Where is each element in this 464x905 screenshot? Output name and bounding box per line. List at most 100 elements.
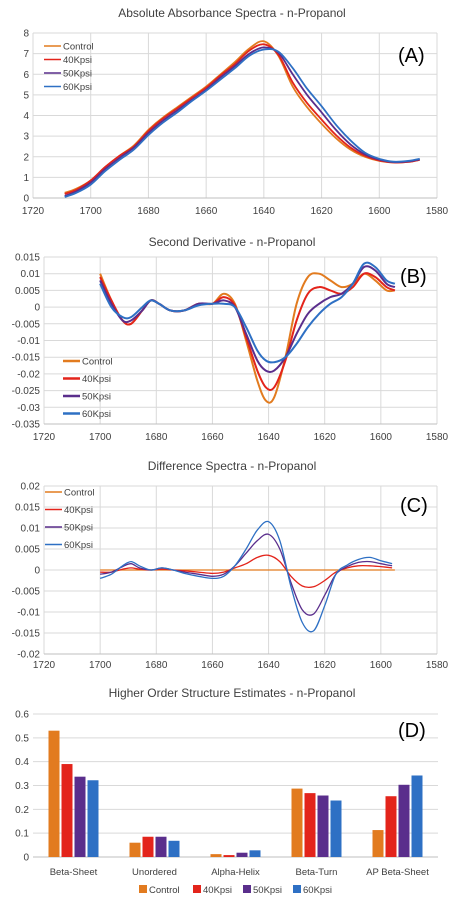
x-tick-label: 1580 bbox=[426, 206, 449, 217]
bar bbox=[142, 836, 154, 857]
series-line bbox=[99, 533, 393, 616]
y-tick-label: 4 bbox=[23, 111, 29, 122]
chart-title: Second Derivative - n-Propanol bbox=[149, 235, 316, 249]
y-tick-label: 0.005 bbox=[15, 545, 40, 556]
bar bbox=[304, 793, 316, 857]
x-tick-label: 1600 bbox=[368, 206, 391, 217]
bar bbox=[291, 788, 303, 857]
panel-label: (A) bbox=[398, 45, 425, 67]
bar bbox=[168, 840, 180, 857]
y-tick-label: 6 bbox=[23, 70, 29, 81]
y-tick-label: 0.6 bbox=[15, 710, 29, 721]
y-tick-label: -0.005 bbox=[12, 319, 41, 330]
x-tick-label: 1660 bbox=[195, 206, 218, 217]
legend-label: 50Kpsi bbox=[253, 885, 282, 896]
legend-label: 40Kpsi bbox=[82, 374, 111, 385]
legend-label: Control bbox=[149, 885, 180, 896]
category-label: Alpha-Helix bbox=[211, 867, 260, 878]
y-tick-label: -0.03 bbox=[17, 403, 40, 414]
legend-label: 50Kpsi bbox=[64, 523, 93, 534]
legend-label: 40Kpsi bbox=[64, 505, 93, 516]
bar bbox=[236, 852, 248, 857]
x-tick-label: 1660 bbox=[201, 432, 224, 443]
y-tick-label: 7 bbox=[23, 49, 29, 60]
bar bbox=[48, 730, 60, 857]
x-tick-label: 1720 bbox=[22, 206, 45, 217]
legend-swatch bbox=[139, 885, 147, 893]
y-tick-label: 1 bbox=[23, 173, 29, 184]
x-tick-label: 1700 bbox=[89, 432, 112, 443]
x-tick-label: 1580 bbox=[426, 432, 449, 443]
bar bbox=[61, 764, 73, 857]
x-tick-label: 1640 bbox=[257, 660, 280, 671]
y-tick-label: 0.2 bbox=[15, 805, 29, 816]
y-tick-label: 0.4 bbox=[15, 757, 29, 768]
x-tick-label: 1680 bbox=[137, 206, 160, 217]
y-tick-label: -0.02 bbox=[17, 369, 40, 380]
bar bbox=[411, 775, 423, 857]
category-label: Unordered bbox=[132, 867, 177, 878]
y-tick-label: -0.01 bbox=[17, 608, 40, 619]
legend-label: 60Kpsi bbox=[64, 540, 93, 551]
category-label: Beta-Turn bbox=[296, 867, 338, 878]
x-tick-label: 1660 bbox=[201, 660, 224, 671]
y-tick-label: -0.035 bbox=[12, 420, 41, 431]
legend-swatch bbox=[193, 885, 201, 893]
panel-label: (D) bbox=[398, 720, 426, 742]
chart-title: Higher Order Structure Estimates - n-Pro… bbox=[109, 686, 356, 700]
bar bbox=[372, 830, 384, 857]
bar bbox=[155, 836, 167, 857]
bar bbox=[223, 855, 235, 857]
bar bbox=[129, 842, 141, 857]
y-tick-label: 0 bbox=[34, 303, 40, 314]
legend-label: Control bbox=[82, 357, 113, 368]
bar bbox=[210, 854, 222, 857]
y-tick-label: -0.01 bbox=[17, 336, 40, 347]
x-tick-label: 1640 bbox=[257, 432, 280, 443]
y-tick-label: 0.015 bbox=[15, 253, 40, 264]
bar bbox=[398, 784, 410, 857]
series-line bbox=[64, 48, 420, 198]
x-tick-label: 1720 bbox=[33, 432, 56, 443]
y-tick-label: -0.015 bbox=[12, 629, 41, 640]
x-tick-label: 1680 bbox=[145, 432, 168, 443]
series-line bbox=[100, 554, 393, 589]
panel-label: (C) bbox=[400, 495, 428, 517]
legend-swatch bbox=[293, 885, 301, 893]
y-tick-label: -0.005 bbox=[12, 587, 41, 598]
y-tick-label: 0.005 bbox=[15, 286, 40, 297]
legend-label: 50Kpsi bbox=[63, 69, 92, 80]
x-tick-label: 1700 bbox=[80, 206, 103, 217]
x-tick-label: 1600 bbox=[370, 660, 393, 671]
chart-panel-4: Higher Order Structure Estimates - n-Pro… bbox=[15, 686, 438, 896]
x-tick-label: 1720 bbox=[33, 660, 56, 671]
y-tick-label: 0 bbox=[23, 194, 29, 205]
y-tick-label: -0.02 bbox=[17, 650, 40, 661]
series-line bbox=[64, 40, 420, 194]
y-tick-label: 0.5 bbox=[15, 733, 29, 744]
x-tick-label: 1680 bbox=[145, 660, 168, 671]
panel-label: (B) bbox=[400, 266, 427, 288]
legend-label: Control bbox=[64, 488, 95, 499]
series-line bbox=[64, 43, 420, 195]
series-line bbox=[99, 520, 393, 633]
y-tick-label: 0 bbox=[34, 566, 40, 577]
series-line bbox=[99, 265, 396, 374]
legend-label: 60Kpsi bbox=[303, 885, 332, 896]
y-tick-label: 5 bbox=[23, 90, 29, 101]
y-tick-label: 0.01 bbox=[21, 524, 41, 535]
x-tick-label: 1600 bbox=[370, 432, 393, 443]
category-label: AP Beta-Sheet bbox=[366, 867, 429, 878]
legend-label: Control bbox=[63, 42, 94, 53]
y-tick-label: 0.01 bbox=[21, 269, 41, 280]
x-tick-label: 1580 bbox=[426, 660, 449, 671]
chart-panel-2: Second Derivative - n-Propanol -0.035 -0.0… bbox=[12, 235, 449, 443]
legend-label: 40Kpsi bbox=[63, 55, 92, 66]
legend-label: 40Kpsi bbox=[203, 885, 232, 896]
chart-title: Difference Spectra - n-Propanol bbox=[148, 459, 317, 473]
y-tick-label: 0.3 bbox=[15, 781, 29, 792]
legend-swatch bbox=[243, 885, 251, 893]
y-tick-label: 0.02 bbox=[21, 482, 41, 493]
y-tick-label: 8 bbox=[23, 29, 29, 40]
y-tick-label: -0.015 bbox=[12, 353, 41, 364]
